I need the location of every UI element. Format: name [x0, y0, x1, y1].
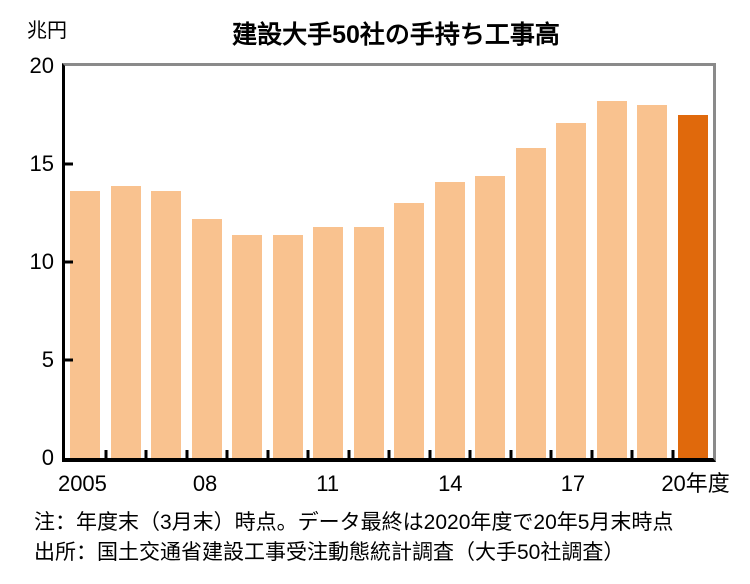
y-tick-5	[65, 358, 73, 362]
plot-area	[62, 63, 716, 462]
bar-slot-2006	[106, 66, 147, 458]
x-axis: 2005 08 11 14 17 20年度	[58, 471, 730, 501]
y-tick-10	[65, 260, 73, 264]
x-tick-9	[428, 450, 431, 458]
x-tick-2	[144, 450, 148, 458]
note-line-2: 出所：国土交通省建設工事受注動態統計調査（大手50社調査）	[34, 541, 625, 564]
bar-slot-2008	[187, 66, 228, 458]
footnotes: 注：年度末（3月末）時点。データ最終は2020年度で20年5月末時点 出所：国土…	[34, 508, 673, 568]
bar-2009	[232, 234, 263, 458]
bar-2019	[637, 105, 668, 458]
bar-slot-2013	[389, 66, 430, 458]
bar-slot-2010	[268, 66, 309, 458]
x-tick-4	[225, 450, 229, 458]
bar-2016	[515, 148, 546, 458]
x-axis-label-20年度: 20年度	[661, 471, 730, 496]
x-tick-10	[468, 450, 472, 458]
bar-2006	[110, 185, 141, 458]
bar-2008	[191, 218, 222, 458]
x-tick-1	[104, 450, 107, 458]
x-tick-8	[387, 450, 391, 458]
bar-2012	[353, 226, 384, 458]
bars-row	[65, 66, 713, 458]
x-tick-13	[590, 450, 593, 458]
bar-slot-2012	[349, 66, 390, 458]
y-axis-label-0: 0	[41, 445, 54, 470]
y-tick-15	[65, 162, 73, 166]
x-tick-11	[509, 450, 512, 458]
x-axis-label-2005: 2005	[57, 471, 107, 496]
y-axis-label-5: 5	[41, 347, 54, 372]
bar-slot-2014	[430, 66, 471, 458]
x-axis-label-11: 11	[316, 471, 340, 496]
x-tick-15	[671, 450, 674, 458]
bar-slot-2015	[470, 66, 511, 458]
bar-2013	[394, 203, 425, 458]
bar-2020	[677, 115, 708, 458]
bar-slot-2020	[673, 66, 714, 458]
x-tick-14	[630, 450, 634, 458]
bar-2007	[151, 191, 182, 458]
bar-slot-2018	[592, 66, 633, 458]
bar-2017	[556, 122, 587, 458]
x-axis-label-08: 08	[192, 471, 218, 496]
bar-slot-2017	[551, 66, 592, 458]
y-axis-label-20: 20	[29, 53, 54, 78]
bar-2010	[272, 234, 303, 458]
bar-2005	[70, 191, 101, 458]
y-axis-label-15: 15	[29, 151, 54, 176]
chart-title: 建設大手50社の手持ち工事高	[232, 21, 560, 49]
y-axis: 0 5 10 15 20	[0, 55, 54, 469]
x-axis-label-17: 17	[560, 471, 586, 496]
bar-2018	[596, 101, 627, 458]
x-tick-7	[347, 450, 350, 458]
bar-slot-2005	[65, 66, 106, 458]
bar-slot-2019	[632, 66, 673, 458]
x-tick-3	[185, 450, 188, 458]
bar-slot-2007	[146, 66, 187, 458]
bar-slot-2011	[308, 66, 349, 458]
y-axis-unit-label: 兆円	[27, 20, 67, 42]
x-tick-12	[549, 450, 553, 458]
bar-2011	[313, 226, 344, 458]
y-axis-label-10: 10	[29, 249, 54, 274]
bar-slot-2016	[511, 66, 552, 458]
note-line-1: 注：年度末（3月末）時点。データ最終は2020年度で20年5月末時点	[34, 511, 674, 534]
bar-2015	[475, 175, 506, 458]
bar-slot-2009	[227, 66, 268, 458]
x-tick-5	[266, 450, 269, 458]
bar-2014	[434, 181, 465, 458]
x-axis-label-14: 14	[438, 471, 463, 496]
x-tick-6	[306, 450, 310, 458]
